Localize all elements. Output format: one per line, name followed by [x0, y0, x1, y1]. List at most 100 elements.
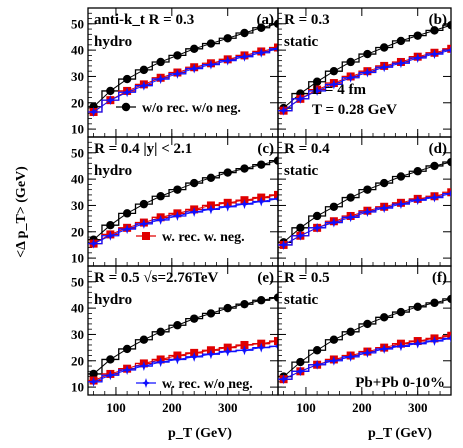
data-point	[273, 293, 278, 302]
data-point	[223, 34, 232, 43]
panel-text: R = 0.4 |y| < 2.1	[94, 141, 192, 157]
x-tick-label: 300	[218, 400, 238, 415]
data-point	[122, 209, 132, 218]
series-2	[278, 334, 451, 385]
panel-text: R = 0.4	[284, 141, 330, 157]
panel-text: hydro	[94, 163, 132, 179]
data-point	[274, 43, 278, 52]
data-point	[328, 355, 339, 366]
data-point	[345, 212, 356, 223]
data-point	[296, 223, 305, 233]
data-point	[395, 58, 406, 69]
data-point	[239, 199, 250, 210]
data-point	[395, 199, 406, 210]
data-point	[138, 361, 149, 372]
data-point	[257, 296, 266, 305]
data-point	[429, 336, 440, 347]
data-point	[206, 173, 216, 183]
panel-text: hydro	[94, 34, 132, 50]
panel-text: Pb+Pb 0-10%	[355, 375, 445, 391]
data-point	[273, 156, 278, 165]
series-line	[93, 340, 278, 381]
data-point	[312, 77, 322, 86]
panel-tag: (c)	[257, 141, 274, 157]
data-point	[106, 355, 115, 364]
y-tick-label: 30	[71, 69, 84, 84]
data-point	[105, 370, 116, 381]
series-2	[88, 43, 278, 117]
legend-label: w. rec. w/o neg.	[162, 377, 253, 392]
data-point	[363, 185, 372, 194]
series-2	[88, 193, 278, 249]
data-point	[256, 196, 267, 207]
data-point	[172, 210, 183, 221]
data-point	[295, 93, 306, 104]
series-2	[278, 45, 451, 116]
data-point	[222, 346, 233, 357]
data-point	[447, 331, 451, 340]
data-point	[430, 161, 439, 171]
legend-label: w/o rec. w/o neg.	[142, 101, 241, 116]
data-point	[155, 214, 166, 225]
data-point	[379, 62, 390, 73]
data-point	[156, 57, 165, 67]
panel-tag: (d)	[429, 141, 447, 157]
data-point	[312, 211, 322, 221]
data-point	[273, 19, 278, 28]
series-2	[278, 189, 451, 250]
data-point	[189, 178, 199, 188]
x-tick-label: 300	[408, 400, 428, 415]
data-point	[256, 47, 267, 58]
data-point	[88, 376, 99, 387]
data-point	[429, 49, 440, 60]
data-point	[329, 335, 339, 344]
data-point	[429, 192, 440, 203]
data-point	[379, 343, 390, 354]
data-point	[362, 67, 373, 78]
data-point	[363, 319, 372, 329]
data-point	[88, 106, 99, 117]
panel-d: R = 0.4 static (d)	[277, 136, 452, 267]
y-tick-label: 50	[71, 274, 84, 289]
data-point	[446, 45, 451, 55]
panel-text: static	[284, 34, 318, 50]
data-point	[240, 340, 249, 349]
data-point	[346, 193, 355, 202]
x-tick-label: 200	[352, 400, 372, 415]
y-tick-label: 20	[71, 95, 84, 110]
data-point	[106, 86, 115, 96]
panel-text: R = 0.5	[284, 270, 330, 286]
data-point	[346, 57, 355, 67]
data-point	[379, 43, 389, 52]
data-point	[345, 351, 356, 362]
data-point	[189, 207, 200, 218]
data-point	[141, 378, 151, 388]
series-0	[88, 19, 278, 111]
data-point	[142, 232, 150, 240]
data-point	[89, 369, 98, 379]
data-point	[328, 217, 339, 228]
series-2	[88, 341, 278, 387]
data-point	[206, 309, 216, 318]
data-point	[273, 43, 278, 54]
data-point	[346, 327, 355, 337]
data-point	[447, 44, 451, 53]
data-point	[139, 335, 149, 344]
data-point	[256, 342, 267, 353]
y-tick-label: 50	[71, 16, 84, 31]
data-point	[156, 192, 165, 201]
data-point	[122, 344, 132, 354]
y-tick-label: 40	[71, 43, 84, 58]
data-point	[412, 338, 423, 349]
data-point	[396, 307, 406, 317]
series-0	[88, 293, 278, 379]
data-point	[138, 80, 149, 91]
data-point	[138, 218, 149, 229]
data-point	[273, 193, 278, 204]
data-point	[257, 23, 266, 32]
y-tick-label: 40	[71, 301, 84, 316]
series-line	[93, 297, 278, 375]
panel-text: static	[284, 292, 318, 308]
data-point	[173, 51, 182, 60]
x-tick-label: 100	[296, 400, 316, 415]
